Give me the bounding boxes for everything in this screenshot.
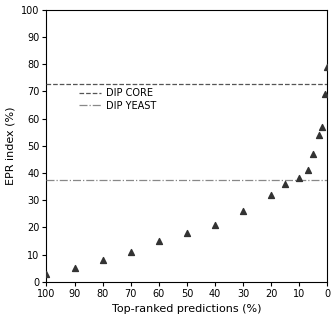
Point (128, 249, 133, 254)
Point (305, 168, 310, 173)
Point (100, 258, 105, 263)
Point (268, 192, 274, 197)
Point (322, 92, 327, 97)
Point (311, 151, 316, 156)
Point (44, 271, 49, 276)
Point (72, 266, 77, 271)
Point (184, 230, 190, 236)
Point (156, 238, 162, 244)
Point (212, 222, 218, 227)
Point (283, 181, 288, 187)
Point (241, 209, 246, 214)
Point (316, 132, 322, 137)
Point (325, 64, 330, 69)
Point (319, 124, 325, 129)
Legend: DIP CORE, DIP YEAST: DIP CORE, DIP YEAST (79, 88, 156, 111)
X-axis label: Top-ranked predictions (%): Top-ranked predictions (%) (112, 304, 262, 315)
Y-axis label: EPR index (%): EPR index (%) (6, 107, 15, 185)
Point (297, 176, 302, 181)
